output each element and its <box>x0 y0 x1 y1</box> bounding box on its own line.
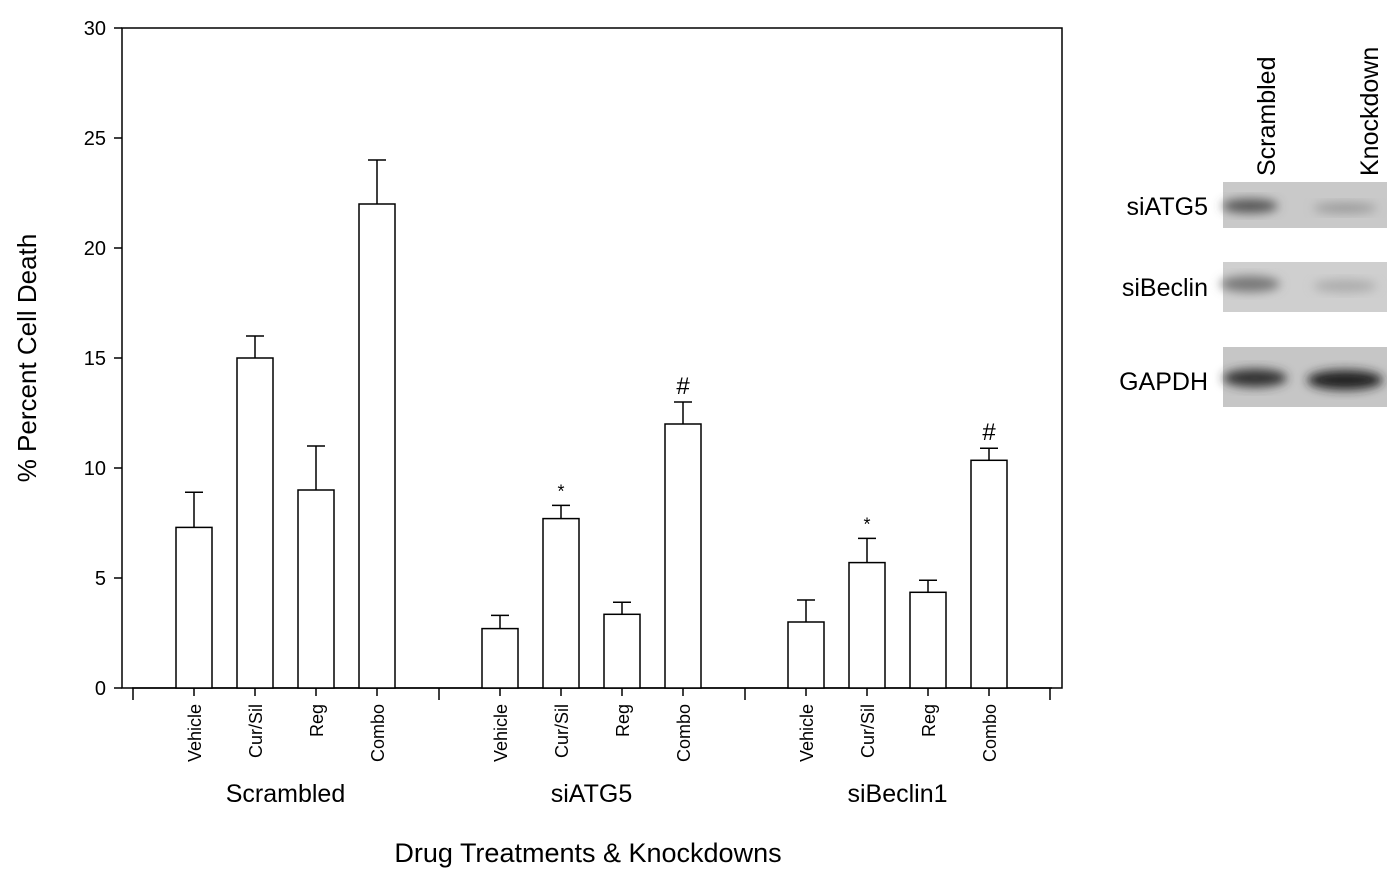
blot-image <box>1220 182 1387 407</box>
x-tick-label: Cur/Sil <box>246 704 266 758</box>
bar <box>543 519 579 688</box>
bar <box>176 527 212 688</box>
error-bar <box>185 492 203 527</box>
annotation: * <box>557 481 564 501</box>
error-bar <box>552 505 570 518</box>
x-tick-label: Vehicle <box>185 704 205 762</box>
x-tick-label: Reg <box>307 704 327 737</box>
x-tick-label: Combo <box>980 704 1000 762</box>
x-tick-label: Reg <box>613 704 633 737</box>
group-label: siATG5 <box>551 780 633 808</box>
y-tick-label: 25 <box>84 128 106 150</box>
y-tick-label: 20 <box>84 238 106 260</box>
blot-row-label: GAPDH <box>1119 368 1208 396</box>
blot-column-label: Knockdown <box>1356 47 1384 176</box>
y-tick-label: 15 <box>84 348 106 370</box>
error-bar <box>919 580 937 592</box>
y-tick-label: 10 <box>84 458 106 480</box>
annotation: # <box>982 419 996 446</box>
x-tick-label: Vehicle <box>491 704 511 762</box>
x-tick-label: Vehicle <box>797 704 817 762</box>
error-bar <box>307 446 325 490</box>
group-label: siBeclin1 <box>847 780 947 808</box>
error-bar <box>491 615 509 628</box>
error-bar <box>613 602 631 614</box>
y-tick-label: 0 <box>95 678 106 700</box>
error-bar <box>674 402 692 424</box>
blot-column-label: Scrambled <box>1253 57 1281 177</box>
x-tick-label: Cur/Sil <box>858 704 878 758</box>
bar <box>359 204 395 688</box>
bar <box>788 622 824 688</box>
bar <box>849 563 885 688</box>
bar <box>604 614 640 688</box>
annotation: # <box>676 373 690 400</box>
error-bar <box>980 448 998 460</box>
bar <box>910 592 946 688</box>
x-tick-label: Cur/Sil <box>552 704 572 758</box>
error-bar <box>858 538 876 562</box>
error-bar <box>797 600 815 622</box>
annotation: * <box>863 514 870 534</box>
blot-row-label: siBeclin <box>1122 274 1208 302</box>
error-bar <box>368 160 386 204</box>
y-axis-label: % Percent Cell Death <box>12 234 42 483</box>
bar <box>971 460 1007 688</box>
y-tick-label: 5 <box>95 568 106 590</box>
bar <box>298 490 334 688</box>
figure: % Percent Cell Death Drug Treatments & K… <box>0 0 1387 869</box>
x-tick-label: Reg <box>919 704 939 737</box>
group-label: Scrambled <box>226 780 346 808</box>
error-bar <box>246 336 264 358</box>
bar <box>237 358 273 688</box>
x-tick-label: Combo <box>368 704 388 762</box>
x-tick-label: Combo <box>674 704 694 762</box>
x-axis-label: Drug Treatments & Knockdowns <box>394 838 781 868</box>
bar <box>482 629 518 688</box>
blot-row-label: siATG5 <box>1127 193 1209 221</box>
y-tick-label: 30 <box>84 18 106 40</box>
bar <box>665 424 701 688</box>
